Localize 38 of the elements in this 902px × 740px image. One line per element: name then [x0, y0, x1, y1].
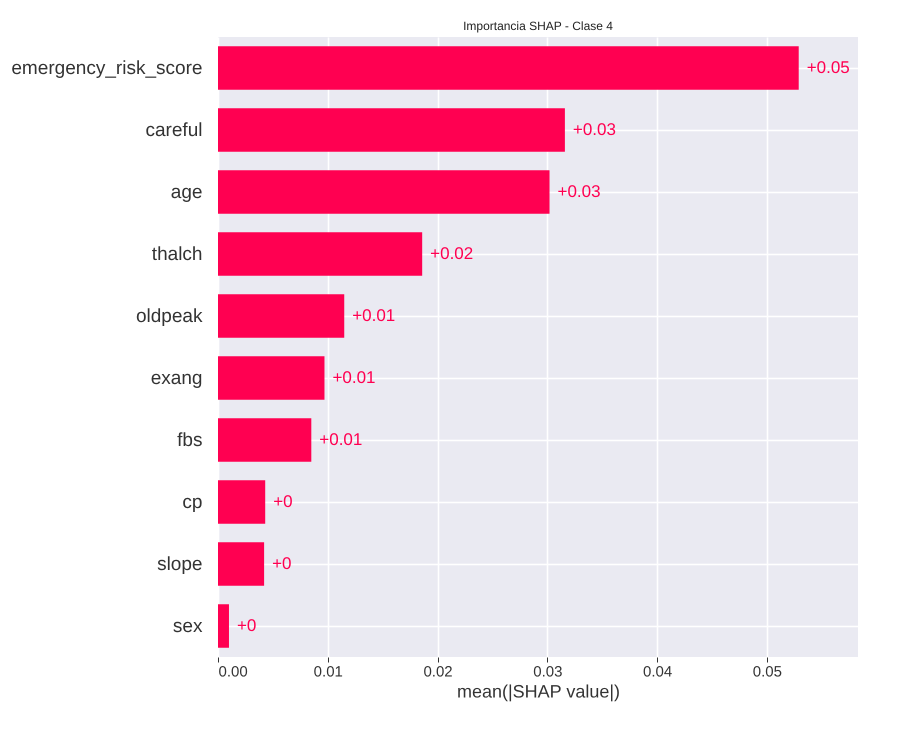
y-tick-label: fbs: [177, 430, 202, 451]
data-label: +0.02: [430, 244, 474, 263]
data-label: +0: [273, 492, 293, 511]
bar: [218, 46, 799, 90]
y-tick-label: cp: [182, 492, 202, 513]
data-label: +0.03: [558, 182, 601, 201]
x-tick-label: 0.02: [423, 664, 453, 680]
x-tick-label: 0.00: [218, 664, 248, 680]
bar: [218, 418, 312, 462]
bar: [218, 356, 324, 400]
bar: [218, 108, 565, 152]
data-label: +0.01: [319, 430, 362, 449]
chart-title: Importancia SHAP - Clase 4: [463, 19, 614, 33]
y-tick-label: emergency_risk_score: [11, 58, 202, 79]
y-tick-label: thalch: [152, 244, 202, 265]
y-tick-label: oldpeak: [136, 306, 203, 327]
bar: [218, 604, 229, 648]
y-tick-label: exang: [150, 368, 202, 389]
y-tick-label: careful: [145, 120, 202, 141]
bar: [218, 294, 344, 338]
bar: [218, 170, 550, 214]
bar: [218, 542, 264, 586]
bar: [218, 232, 422, 276]
y-tick-label: sex: [172, 616, 203, 637]
x-tick-label: 0.04: [643, 664, 672, 680]
data-label: +0.01: [352, 306, 396, 325]
data-label: +0.01: [332, 368, 376, 387]
x-axis-title: mean(|SHAP value|): [456, 682, 620, 702]
y-tick-label: slope: [157, 554, 202, 575]
data-label: +0: [236, 616, 256, 635]
x-tick-label: 0.01: [314, 664, 343, 680]
x-tick-label: 0.03: [533, 664, 562, 680]
data-label: +0.03: [572, 120, 616, 139]
data-label: +0: [272, 554, 292, 573]
data-label: +0.05: [806, 58, 850, 77]
bar: [218, 480, 266, 524]
x-tick-label: 0.05: [752, 664, 782, 680]
y-tick-label: age: [170, 182, 202, 203]
